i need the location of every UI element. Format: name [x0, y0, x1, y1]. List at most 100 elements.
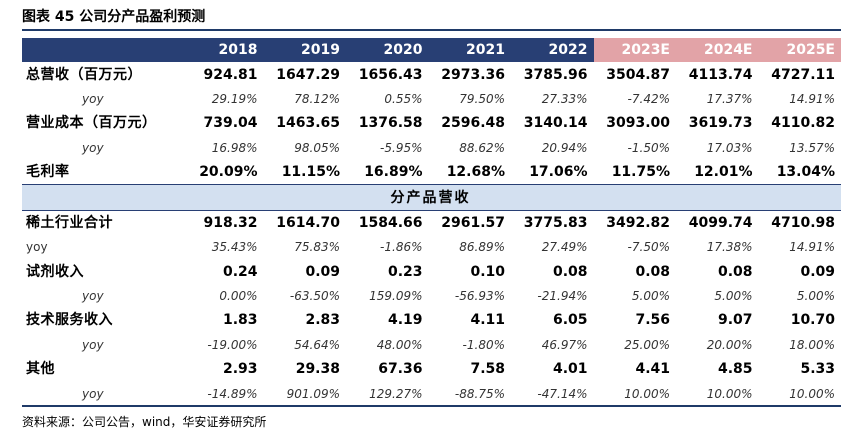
yoy-row: yoy 29.19% 78.12% 0.55% 79.50% 27.33% -7.42% 17…: [22, 87, 841, 111]
value-cell: 2596.48: [441, 115, 505, 132]
value-cell: 4.01: [552, 361, 588, 378]
value-cell: 67.36: [378, 361, 423, 378]
data-row: 技术服务收入 1.83 2.83 4.19 4.11 6.05 7.56 9.07 10.70: [22, 308, 841, 332]
value-cell: -7.42%: [627, 91, 670, 106]
figure-title: 图表 45 公司分产品盈利预测: [22, 9, 206, 25]
value-cell: 20.00%: [706, 337, 753, 352]
value-cell: 11.75%: [593, 159, 676, 186]
value-cell: 4.11: [470, 312, 505, 329]
value-cell: 4113.74: [688, 66, 753, 83]
year-header-estimate: 2024E: [676, 38, 759, 63]
forecast-table: 2018 2019 2020 2021 2022 2023E 2024E 202…: [22, 38, 841, 406]
value-cell: 4.19: [387, 312, 423, 329]
value-cell: 5.00%: [796, 289, 835, 304]
value-cell: -7.50%: [627, 240, 670, 255]
value-cell: 3504.87: [606, 66, 670, 83]
value-cell: 3619.73: [688, 115, 753, 132]
value-cell: 4099.74: [688, 214, 753, 231]
value-cell: 1463.65: [276, 115, 340, 132]
value-cell: 5.33: [800, 361, 835, 378]
title-divider: [22, 29, 841, 31]
value-cell: 10.70: [790, 312, 835, 329]
yoy-row: yoy -19.00% 54.64% 48.00% -1.80% 46.97% 25.00%…: [22, 333, 841, 357]
value-cell: 17.06%: [511, 159, 594, 186]
value-cell: -1.80%: [462, 337, 505, 352]
value-cell: 0.08: [635, 263, 670, 280]
value-cell: 4110.82: [771, 115, 835, 132]
value-cell: 1614.70: [276, 214, 340, 231]
value-cell: 0.10: [470, 263, 505, 280]
value-cell: 3775.83: [523, 214, 588, 231]
value-cell: 0.08: [717, 263, 753, 280]
data-row: 总营收（百万元） 924.81 1647.29 1656.43 2973.36 3785.…: [22, 62, 841, 86]
value-cell: 18.00%: [789, 337, 835, 352]
row-label: 试剂收入: [26, 263, 84, 280]
row-label: 毛利率: [22, 159, 181, 186]
value-cell: 17.38%: [706, 240, 753, 255]
value-cell: 12.68%: [428, 159, 511, 186]
value-cell: -5.95%: [380, 140, 423, 155]
value-cell: 14.91%: [789, 240, 835, 255]
header-row: 2018 2019 2020 2021 2022 2023E 2024E 202…: [22, 38, 841, 63]
value-cell: 1376.58: [358, 115, 423, 132]
value-cell: 88.62%: [459, 140, 505, 155]
value-cell: 17.03%: [706, 140, 753, 155]
value-cell: 6.05: [552, 312, 588, 329]
year-header: 2022: [511, 38, 594, 63]
value-cell: 11.15%: [263, 159, 346, 186]
value-cell: 10.00%: [624, 386, 670, 401]
year-header-estimate: 2025E: [758, 38, 841, 63]
value-cell: 4.85: [717, 361, 753, 378]
value-cell: 7.58: [470, 361, 505, 378]
value-cell: 16.98%: [211, 140, 258, 155]
row-label: 稀土行业合计: [26, 214, 113, 231]
year-header: 2019: [263, 38, 346, 63]
row-label: 技术服务收入: [26, 312, 113, 329]
row-label: yoy: [26, 240, 48, 255]
value-cell: 1656.43: [358, 66, 423, 83]
value-cell: 2973.36: [441, 66, 505, 83]
value-cell: 918.32: [203, 214, 258, 231]
value-cell: 901.09%: [286, 386, 340, 401]
row-label: 总营收（百万元）: [26, 66, 142, 83]
value-cell: 0.09: [800, 263, 835, 280]
data-row: 毛利率 20.09% 11.15% 16.89% 12.68% 17.06% 11.75% 1…: [22, 159, 841, 186]
value-cell: 4710.98: [771, 214, 835, 231]
year-header-estimate: 2023E: [593, 38, 676, 63]
value-cell: 1647.29: [276, 66, 340, 83]
value-cell: 0.24: [222, 263, 258, 280]
section-title: 分产品营收: [22, 184, 841, 211]
value-cell: 0.09: [305, 263, 340, 280]
value-cell: 98.05%: [294, 140, 340, 155]
data-row: 其他 2.93 29.38 67.36 7.58 4.01 4.41 4.85 5.33: [22, 357, 841, 381]
value-cell: -1.50%: [627, 140, 670, 155]
value-cell: 3785.96: [523, 66, 588, 83]
value-cell: 924.81: [203, 66, 258, 83]
value-cell: 46.97%: [541, 337, 588, 352]
value-cell: -56.93%: [454, 289, 505, 304]
value-cell: 3093.00: [606, 115, 670, 132]
bottom-divider: [22, 405, 841, 407]
value-cell: -88.75%: [454, 386, 505, 401]
header-blank-cell: [22, 38, 181, 63]
value-cell: 0.08: [552, 263, 588, 280]
value-cell: -63.50%: [289, 289, 340, 304]
value-cell: 27.33%: [541, 91, 588, 106]
value-cell: 54.64%: [294, 337, 340, 352]
value-cell: 2.83: [305, 312, 340, 329]
value-cell: 159.09%: [369, 289, 423, 304]
section-row: 分产品营收: [22, 184, 841, 211]
yoy-row: yoy 16.98% 98.05% -5.95% 88.62% 20.94% -1.50% 1…: [22, 136, 841, 160]
value-cell: 25.00%: [624, 337, 670, 352]
value-cell: 29.38: [295, 361, 340, 378]
value-cell: 2961.57: [441, 214, 505, 231]
value-cell: 9.07: [717, 312, 753, 329]
value-cell: -47.14%: [537, 386, 588, 401]
value-cell: 10.00%: [789, 386, 835, 401]
yoy-row: yoy -14.89% 901.09% 129.27% -88.75% -47.14% 10…: [22, 381, 841, 405]
value-cell: -1.86%: [380, 240, 423, 255]
value-cell: 129.27%: [369, 386, 423, 401]
year-header: 2018: [181, 38, 264, 63]
row-label: yoy: [82, 140, 104, 155]
value-cell: 13.04%: [758, 159, 841, 186]
